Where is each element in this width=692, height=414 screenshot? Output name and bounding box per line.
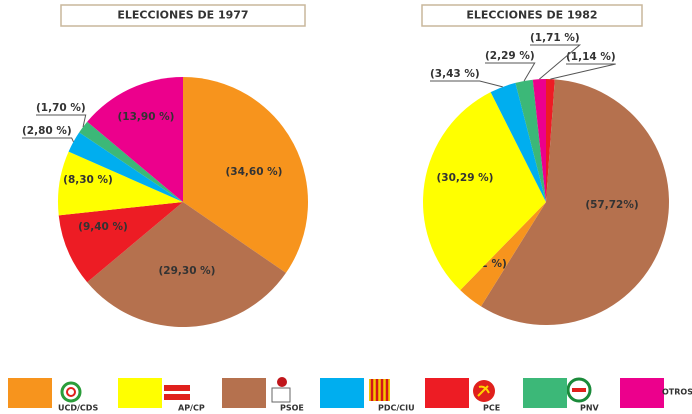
legend-swatch bbox=[620, 378, 664, 408]
value-label: (13,90 %) bbox=[118, 111, 175, 123]
pie-slice bbox=[422, 92, 546, 291]
pie-slice bbox=[546, 79, 555, 202]
title-box bbox=[60, 4, 306, 27]
logo bbox=[477, 385, 490, 397]
value-label: (1,70 %) bbox=[36, 102, 86, 114]
pie-slice bbox=[183, 77, 309, 273]
party-logos bbox=[60, 377, 592, 403]
pie-slice bbox=[58, 202, 183, 283]
legend-swatch bbox=[320, 378, 364, 408]
logo bbox=[369, 379, 390, 401]
pie-slice bbox=[460, 202, 546, 307]
value-label: (2,29 %) bbox=[485, 50, 535, 62]
pie-slice bbox=[532, 79, 546, 202]
value-label: (1,71 %) bbox=[530, 32, 580, 44]
value-label: (29,30 %) bbox=[159, 265, 216, 277]
legend-label: PDC/CIU bbox=[378, 404, 415, 413]
logo bbox=[66, 387, 76, 397]
pie-slice bbox=[515, 79, 546, 202]
pie-slice bbox=[57, 151, 183, 216]
legend-swatch bbox=[8, 378, 52, 408]
legend-swatch bbox=[425, 378, 469, 408]
chart-title: ELECCIONES DE 1982 bbox=[466, 9, 597, 22]
logo bbox=[370, 379, 389, 401]
pie-slice bbox=[87, 202, 286, 328]
value-label: (3,43 %) bbox=[430, 68, 480, 80]
leader-line bbox=[36, 114, 87, 128]
legend-label: PSOE bbox=[280, 404, 304, 413]
legend-swatch bbox=[118, 378, 162, 408]
value-label: (8,30 %) bbox=[63, 174, 113, 186]
pie-slice bbox=[79, 121, 183, 202]
leader-line bbox=[430, 80, 503, 88]
pie-slice bbox=[490, 82, 546, 202]
leader-line bbox=[22, 137, 74, 142]
pie-slice bbox=[68, 132, 183, 202]
chart-title: ELECCIONES DE 1977 bbox=[117, 9, 248, 22]
value-label: (30,29 %) bbox=[437, 172, 494, 184]
logo bbox=[271, 387, 291, 403]
logo bbox=[164, 385, 190, 400]
leader-line bbox=[550, 63, 616, 80]
leader-line bbox=[485, 62, 536, 82]
pie-slice bbox=[481, 79, 669, 325]
legend-label: AP/CP bbox=[178, 404, 205, 413]
leader-line bbox=[530, 44, 582, 80]
legend-label: UCD/CDS bbox=[58, 404, 98, 413]
value-label: (1,14 %) bbox=[566, 51, 616, 63]
logo bbox=[277, 377, 287, 387]
value-label: (34,60 %) bbox=[226, 166, 283, 178]
title-box bbox=[421, 4, 643, 27]
legend-label: OTROS bbox=[662, 388, 692, 397]
logo bbox=[60, 381, 82, 403]
value-label: (2,80 %) bbox=[22, 125, 72, 137]
value-label: (9,40 %) bbox=[78, 221, 128, 233]
legend-swatch bbox=[523, 378, 567, 408]
legend-swatch bbox=[222, 378, 266, 408]
legend-label: PNV bbox=[580, 404, 600, 413]
legend-label: PCE bbox=[483, 404, 500, 413]
value-label: (57,72%) bbox=[585, 199, 638, 211]
pie-slice bbox=[87, 77, 183, 202]
